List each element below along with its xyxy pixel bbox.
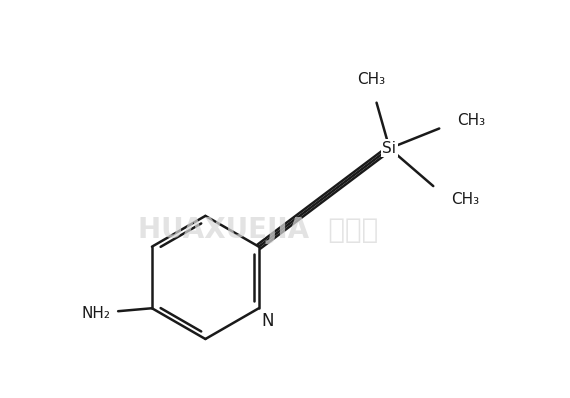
Text: CH₃: CH₃ (451, 193, 479, 207)
Text: NH₂: NH₂ (81, 306, 110, 321)
Text: Si: Si (382, 141, 397, 156)
Text: CH₃: CH₃ (457, 113, 485, 128)
Text: N: N (262, 312, 274, 330)
Text: HUAXUEJIA  化学加: HUAXUEJIA 化学加 (138, 216, 378, 244)
Text: CH₃: CH₃ (357, 72, 386, 87)
